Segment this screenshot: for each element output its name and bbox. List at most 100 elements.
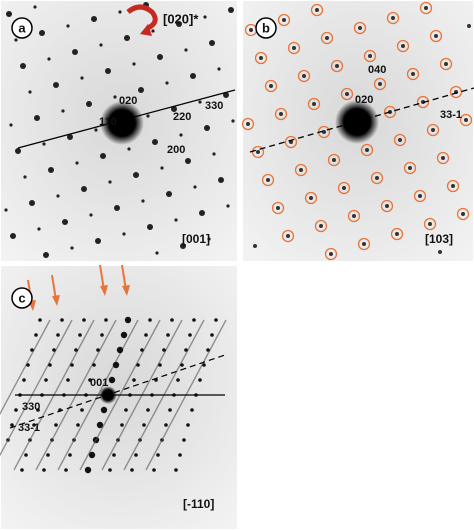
diffraction-spot — [259, 56, 263, 60]
marked-spot — [340, 87, 354, 101]
diffraction-spot — [10, 233, 16, 239]
diffraction-spot — [210, 333, 214, 337]
marked-spot — [357, 237, 371, 251]
marked-spot — [456, 207, 470, 221]
diffraction-spot — [26, 363, 30, 367]
streak — [0, 319, 51, 416]
diffraction-spot — [42, 142, 46, 146]
diffraction-spot — [151, 29, 155, 33]
diffraction-spot — [99, 43, 103, 47]
diffraction-spot — [214, 318, 218, 322]
diffraction-spot — [166, 191, 172, 197]
central-beam — [100, 101, 144, 145]
diffraction-spot — [325, 36, 329, 40]
diffraction-spot — [451, 184, 455, 188]
diffraction-spot — [29, 200, 35, 206]
spot-label: 200 — [167, 144, 185, 156]
diffraction-spot — [312, 102, 316, 106]
diffraction-spot — [193, 185, 197, 189]
diffraction-spot — [133, 172, 139, 178]
diffraction-spot — [81, 186, 87, 192]
diffraction-spot — [332, 158, 336, 162]
diffraction-spot — [100, 153, 106, 159]
marked-spot — [261, 173, 275, 187]
diffraction-spot — [309, 196, 313, 200]
diffraction-spot — [22, 378, 26, 382]
diffraction-spot — [144, 333, 148, 337]
diffraction-spot — [66, 24, 70, 28]
marked-spot — [337, 181, 351, 195]
marked-spot — [294, 163, 308, 177]
diffraction-spot — [78, 333, 82, 337]
diffraction-spot — [368, 54, 372, 58]
diffraction-spot — [192, 318, 196, 322]
diffraction-spot — [138, 87, 144, 93]
diffraction-spot — [184, 48, 188, 52]
diffraction-spot — [269, 84, 273, 88]
diffraction-spot — [66, 378, 70, 382]
spot-label: 020 — [355, 94, 373, 106]
diffraction-spot — [246, 122, 250, 126]
marked-spot — [353, 21, 367, 35]
diffraction-spot — [42, 468, 46, 472]
spot-label: 33-1 — [18, 422, 40, 434]
marked-spot — [429, 29, 443, 43]
diffraction-spot — [276, 206, 280, 210]
marked-spot — [307, 97, 321, 111]
marked-spot — [330, 59, 344, 73]
marked-spot — [393, 133, 407, 147]
diffraction-spot — [431, 128, 435, 132]
diffraction-spot — [185, 158, 191, 164]
marked-spot — [406, 67, 420, 81]
diffraction-spot — [202, 363, 206, 367]
diffraction-spot — [6, 11, 12, 17]
diffraction-spot — [362, 242, 366, 246]
diffraction-spot — [461, 212, 465, 216]
diffraction-spot — [48, 363, 52, 367]
diffraction-spot — [184, 348, 188, 352]
diffraction-spot — [62, 219, 68, 225]
diffraction-spot — [345, 92, 349, 96]
diffraction-spot — [116, 346, 124, 354]
marked-spot — [416, 95, 430, 109]
diffraction-spot — [142, 423, 146, 427]
diffraction-spot — [37, 227, 41, 231]
diffraction-spot — [39, 30, 45, 36]
marked-spot — [386, 11, 400, 25]
marked-spot — [271, 201, 285, 215]
diffraction-spot — [212, 152, 216, 156]
marked-spot — [254, 51, 268, 65]
panel-label: a — [18, 20, 26, 35]
marked-spot — [446, 179, 460, 193]
diffraction-spot — [34, 333, 38, 337]
diffraction-spot — [198, 378, 202, 382]
diffraction-spot — [292, 46, 296, 50]
diffraction-spot — [223, 92, 229, 98]
diffraction-spot — [467, 24, 471, 28]
diffraction-spot — [132, 378, 136, 382]
diffraction-spot — [302, 74, 306, 78]
diffraction-spot — [256, 150, 260, 154]
zone-axis: [-110] — [183, 497, 214, 511]
diffraction-spot — [253, 244, 257, 248]
diffraction-spot — [157, 54, 163, 60]
spot-label: 330 — [22, 401, 40, 413]
diffraction-spot — [152, 468, 156, 472]
diffraction-spot — [155, 251, 159, 255]
rotation-arrow — [126, 4, 158, 31]
diffraction-spot — [358, 26, 362, 30]
diffraction-spot — [186, 423, 190, 427]
diffraction-spot — [120, 331, 128, 339]
diffraction-spot — [206, 348, 210, 352]
spot-label: 001 — [90, 377, 108, 389]
diffraction-spot — [174, 218, 178, 222]
diffraction-spot — [46, 453, 50, 457]
diffraction-spot — [218, 177, 224, 183]
diffraction-spot — [76, 423, 80, 427]
diffraction-spot — [179, 133, 183, 137]
marked-spot — [436, 151, 450, 165]
diffraction-spot — [14, 408, 18, 412]
diffraction-spot — [108, 468, 112, 472]
diffraction-spot — [92, 363, 96, 367]
diffraction-spot — [4, 208, 8, 212]
